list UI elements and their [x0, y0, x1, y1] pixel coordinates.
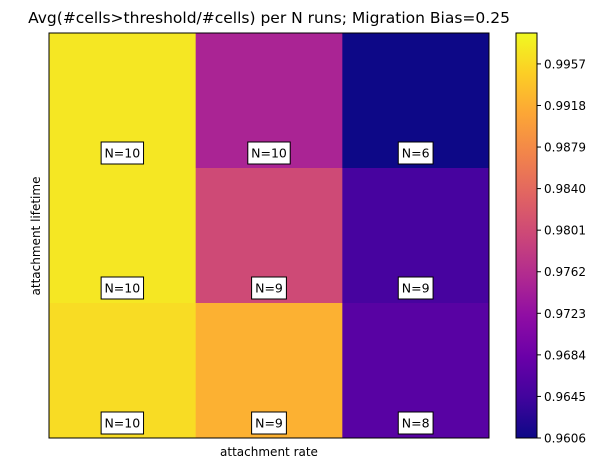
- colorbar-tick-label: 0.9762: [544, 265, 586, 279]
- colorbar-tick-label: 0.9918: [544, 99, 586, 113]
- run-count-box: [100, 141, 145, 165]
- chart-title: Avg(#cells>threshold/#cells) per N runs;…: [28, 9, 510, 27]
- colorbar-tick-label: 0.9684: [544, 348, 586, 362]
- run-count-label: N=10: [251, 146, 287, 161]
- y-axis-label: attachment lifetime: [29, 177, 43, 296]
- x-axis-label: attachment rate: [220, 445, 318, 459]
- run-count-labels: N=10 N=10 N=6 N=10 N=9 N=9 N=10 N=9 N=8: [100, 141, 434, 435]
- run-count-label: N=9: [255, 416, 283, 431]
- run-count-label: N=10: [104, 146, 140, 161]
- run-count-box: [397, 276, 434, 300]
- heatmap-cells: [49, 33, 490, 439]
- colorbar: [515, 32, 538, 439]
- colorbar-tick-label: 0.9723: [544, 307, 586, 321]
- run-count-box: [397, 141, 434, 165]
- colorbar-tick-label: 0.9801: [544, 224, 586, 238]
- run-count-box: [251, 411, 287, 435]
- colorbar-tick-label: 0.9645: [544, 390, 586, 404]
- run-count-label: N=10: [104, 416, 140, 431]
- run-count-box: [100, 276, 145, 300]
- colorbar-ticks: 0.9606 0.9645 0.9684 0.9723 0.9762 0.9801 0.98…: [537, 57, 586, 446]
- run-count-box: [247, 141, 291, 165]
- run-count-box: [251, 276, 287, 300]
- run-count-label: N=9: [402, 281, 430, 296]
- colorbar-tick-label: 0.9879: [544, 141, 586, 155]
- run-count-box: [397, 411, 434, 435]
- run-count-label: N=8: [402, 416, 430, 431]
- run-count-box: [100, 411, 145, 435]
- colorbar-tick-label: 0.9840: [544, 182, 586, 196]
- plot-frame: [48, 32, 490, 439]
- run-count-label: N=6: [402, 146, 430, 161]
- colorbar-tick-label: 0.9606: [544, 432, 586, 446]
- run-count-label: N=10: [104, 281, 140, 296]
- colorbar-tick-label: 0.9957: [544, 57, 586, 71]
- run-count-label: N=9: [255, 281, 283, 296]
